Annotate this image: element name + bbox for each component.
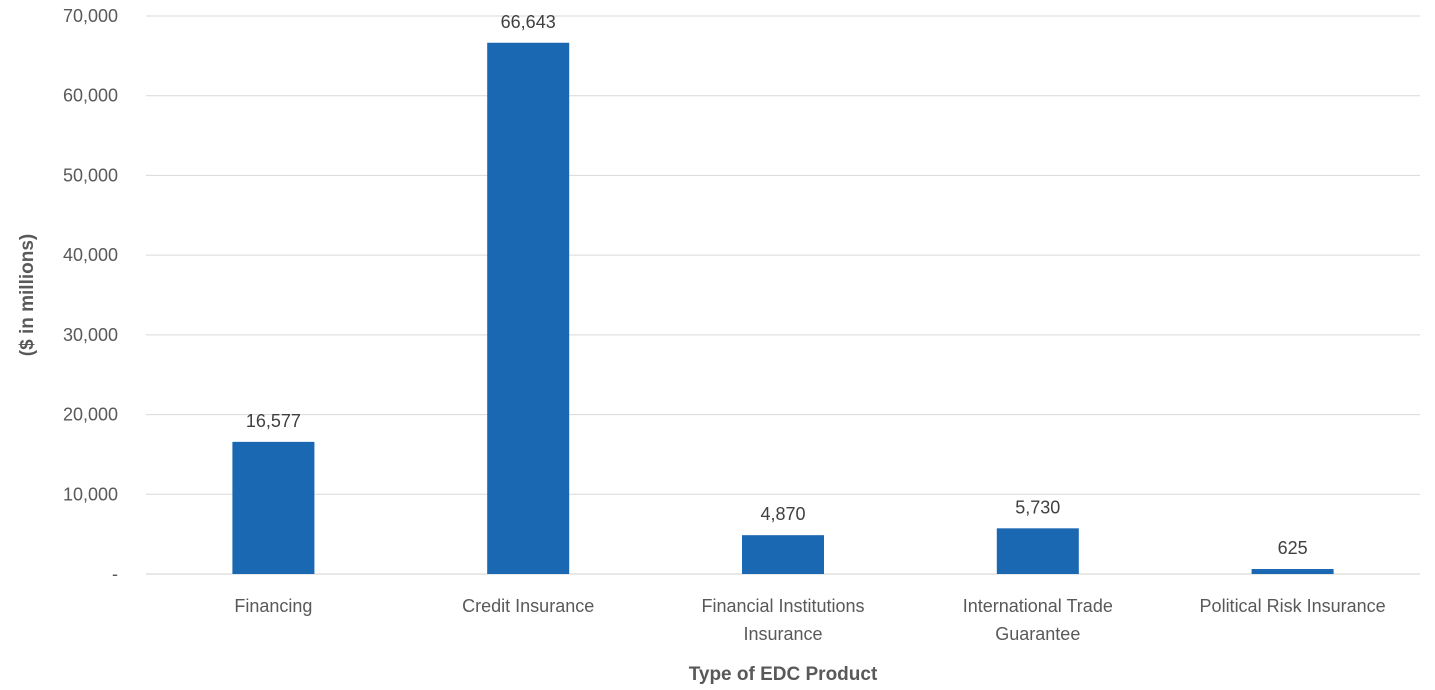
data-labels: 16,577 66,643 4,870 5,730 625 bbox=[246, 12, 1308, 558]
y-tick-label: 40,000 bbox=[63, 245, 118, 265]
bar bbox=[232, 441, 315, 574]
bar bbox=[1251, 569, 1334, 574]
y-tick-label: - bbox=[112, 564, 118, 584]
y-axis-title: ($ in millions) bbox=[17, 234, 38, 356]
bars bbox=[232, 42, 1334, 575]
y-axis-ticks: - 10,000 20,000 30,000 40,000 50,000 60,000 70,… bbox=[63, 6, 118, 584]
bar bbox=[996, 528, 1079, 574]
y-tick-label: 60,000 bbox=[63, 86, 118, 106]
bar-value-label: 625 bbox=[1278, 538, 1308, 558]
bar bbox=[742, 535, 824, 574]
x-category-label: Financing bbox=[234, 596, 312, 616]
x-axis-title: Type of EDC Product bbox=[689, 664, 878, 685]
y-tick-label: 70,000 bbox=[63, 6, 118, 26]
x-category-label: Political Risk Insurance bbox=[1200, 596, 1386, 616]
bar bbox=[487, 42, 570, 575]
bar-value-label: 16,577 bbox=[246, 411, 301, 431]
x-axis-categories: Financing Credit Insurance Financial Insti… bbox=[234, 596, 1385, 644]
bar-value-label: 5,730 bbox=[1015, 497, 1060, 517]
y-tick-label: 20,000 bbox=[63, 405, 118, 425]
x-category-label: Credit Insurance bbox=[462, 596, 594, 616]
x-category-label: Financial Institutions Insurance bbox=[701, 596, 864, 644]
gridlines bbox=[146, 15, 1420, 575]
y-tick-label: 10,000 bbox=[63, 484, 118, 504]
bar-value-label: 4,870 bbox=[760, 504, 805, 524]
y-tick-label: 30,000 bbox=[63, 325, 118, 345]
y-tick-label: 50,000 bbox=[63, 165, 118, 185]
bar-value-label: 66,643 bbox=[501, 12, 556, 32]
x-category-label: International Trade Guarantee bbox=[963, 596, 1113, 644]
